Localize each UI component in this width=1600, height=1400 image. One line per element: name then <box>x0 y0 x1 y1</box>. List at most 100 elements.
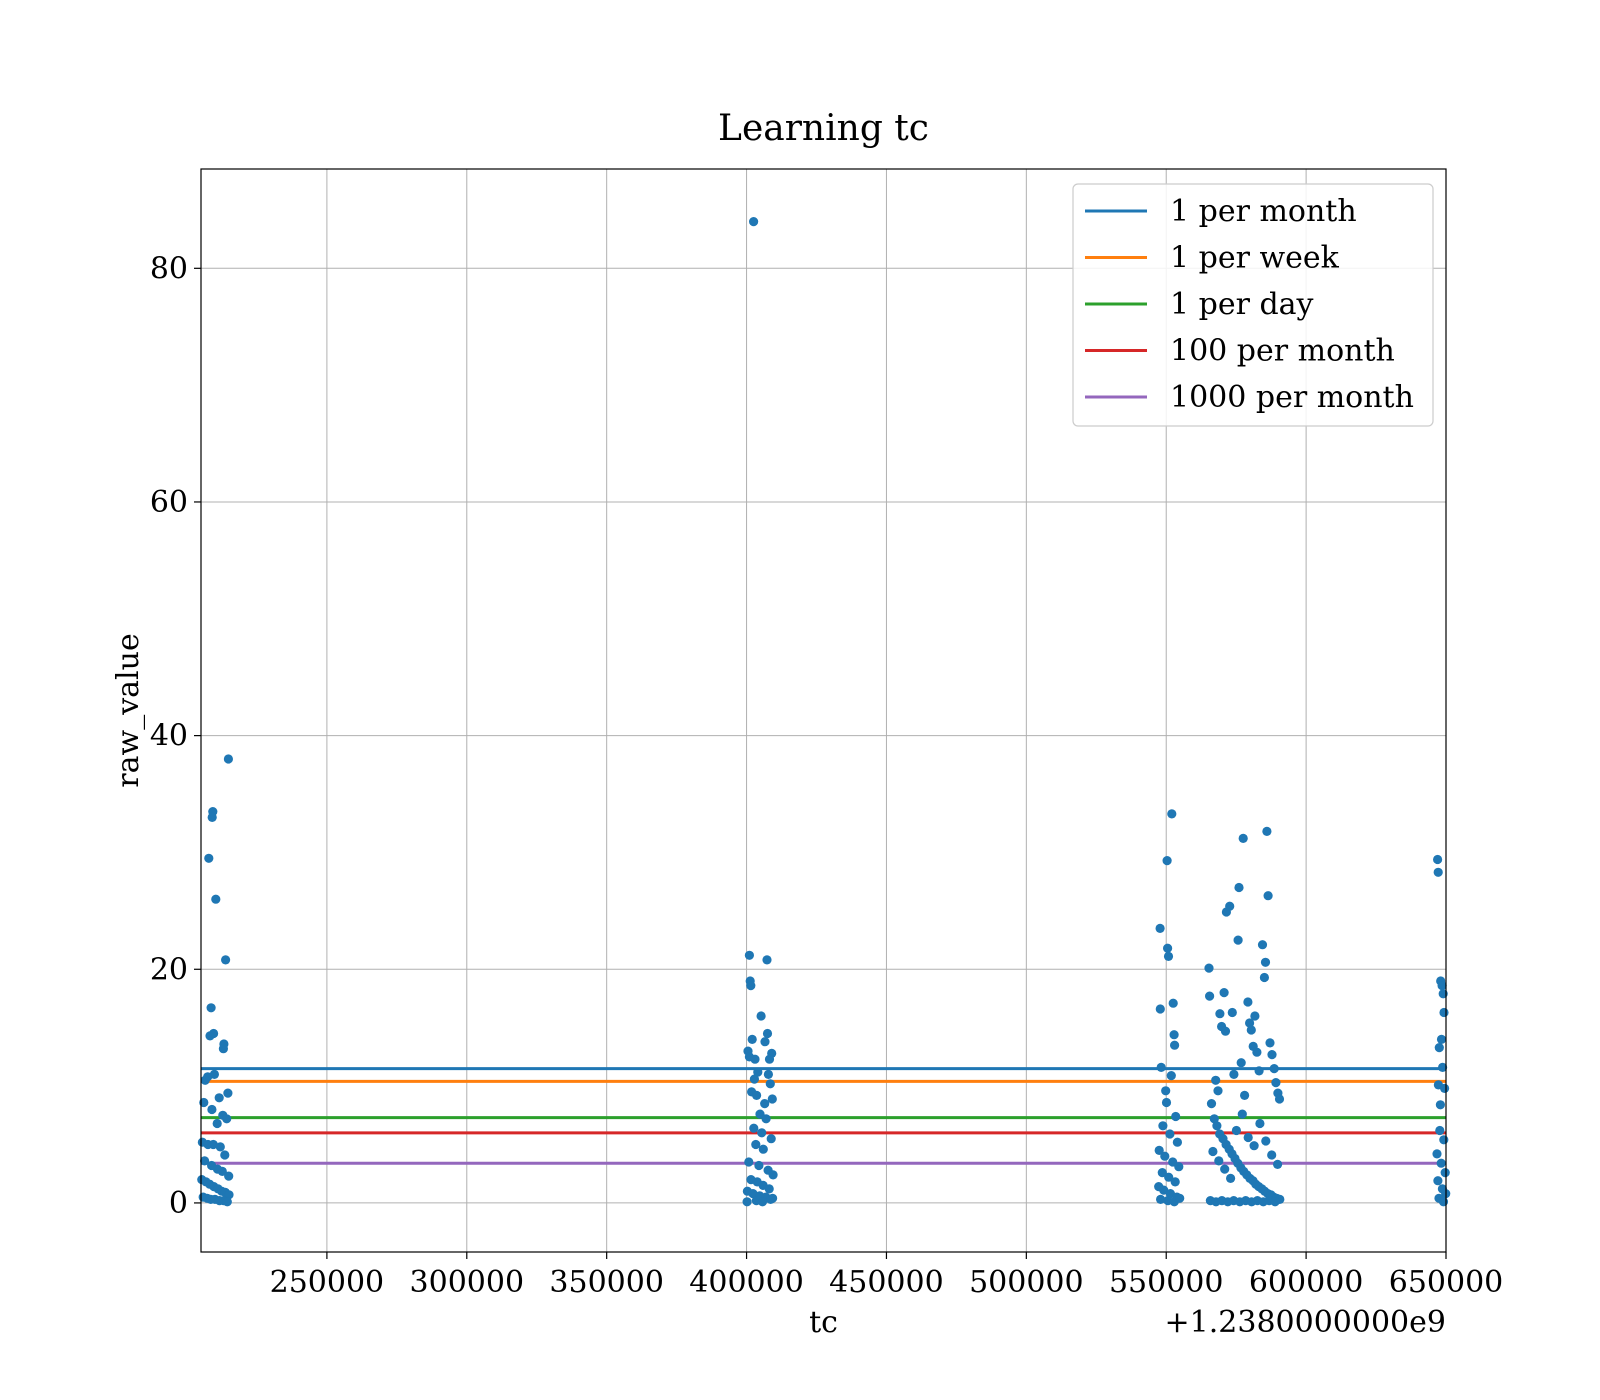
data-point <box>1234 882 1244 893</box>
data-point <box>750 1054 760 1064</box>
data-point <box>744 950 755 960</box>
data-point <box>1243 1132 1253 1143</box>
data-point <box>1160 1151 1170 1161</box>
legend-label: 100 per month <box>1170 334 1395 369</box>
y-tick-label: 60 <box>150 485 188 520</box>
data-point <box>766 1134 776 1144</box>
data-point <box>1434 1043 1444 1053</box>
data-point <box>1162 856 1172 866</box>
data-point <box>1220 1026 1231 1036</box>
data-point <box>1436 1158 1446 1168</box>
data-point <box>1209 1114 1219 1124</box>
data-point <box>752 1090 762 1100</box>
data-point <box>758 1144 768 1154</box>
data-point <box>222 1197 232 1207</box>
data-point <box>1161 1086 1171 1096</box>
data-point <box>766 1194 776 1204</box>
data-point <box>1440 1168 1450 1178</box>
data-point <box>1267 1050 1277 1060</box>
y-tick-label: 80 <box>150 251 188 286</box>
data-point <box>1262 826 1272 837</box>
data-point <box>1158 1121 1168 1131</box>
data-point <box>1433 854 1443 865</box>
data-point <box>760 1037 770 1047</box>
data-point <box>218 1044 228 1054</box>
data-point <box>1269 1064 1279 1074</box>
data-point <box>1155 1004 1165 1014</box>
x-tick-label: 400000 <box>689 1265 804 1300</box>
data-point <box>1432 1149 1442 1159</box>
data-point <box>751 1139 761 1150</box>
data-point <box>1168 998 1178 1008</box>
data-point <box>1163 951 1174 962</box>
data-point <box>206 1003 216 1013</box>
legend-box <box>1072 183 1434 427</box>
data-point <box>764 1184 774 1194</box>
legend: 1 per month 1 per week 1 per day 100 per mo… <box>1072 183 1434 427</box>
data-point <box>1436 1034 1447 1044</box>
data-point <box>208 1139 218 1150</box>
legend-label: 1 per week <box>1170 241 1340 276</box>
y-axis-ticks: 0 20 40 60 80 <box>150 251 201 1221</box>
x-axis-label: tc <box>809 1305 838 1340</box>
data-point <box>747 1034 757 1044</box>
data-point <box>763 1069 774 1079</box>
data-point <box>1435 1100 1445 1110</box>
data-point <box>1437 981 1447 991</box>
data-point <box>1220 1164 1230 1174</box>
data-point <box>1212 1121 1222 1131</box>
data-point <box>749 1074 760 1084</box>
data-point <box>742 1197 752 1207</box>
data-point <box>1155 923 1165 934</box>
data-point <box>224 1190 234 1200</box>
data-point <box>1219 988 1229 998</box>
data-point <box>222 1114 232 1124</box>
data-point <box>749 1123 759 1133</box>
data-point <box>1250 1011 1260 1021</box>
data-point <box>1169 1030 1179 1040</box>
data-point <box>1231 1125 1241 1136</box>
data-point <box>1225 901 1235 911</box>
y-tick-label: 20 <box>150 952 188 987</box>
data-point <box>1206 1099 1217 1109</box>
data-point <box>1439 1135 1449 1145</box>
data-point <box>1243 997 1253 1007</box>
data-point <box>1229 1069 1239 1079</box>
data-point <box>1267 1150 1277 1160</box>
data-point <box>212 1118 222 1129</box>
data-point <box>1172 1137 1182 1147</box>
x-tick-label: 300000 <box>410 1265 525 1300</box>
data-point <box>1163 943 1173 953</box>
data-point <box>200 1075 210 1085</box>
data-point <box>764 1054 775 1064</box>
data-point <box>1175 1193 1185 1203</box>
plot-area-frame <box>200 168 1447 1253</box>
data-point <box>1215 1009 1225 1019</box>
data-point <box>1166 1071 1176 1081</box>
x-tick-label: 500000 <box>969 1265 1084 1300</box>
data-point <box>1257 940 1268 950</box>
data-point <box>1233 935 1243 945</box>
data-point <box>1433 1176 1443 1186</box>
x-axis-ticks: 250000 300000 350000 400000 450000 500000 5500… <box>270 1252 1504 1300</box>
y-tick-label: 40 <box>150 719 188 754</box>
data-point <box>1204 963 1214 973</box>
data-point <box>1238 833 1248 844</box>
data-point <box>1154 1145 1164 1155</box>
x-tick-label: 650000 <box>1389 1265 1504 1300</box>
data-point <box>1157 1168 1167 1178</box>
data-point <box>744 1157 754 1167</box>
data-point <box>1227 1007 1237 1018</box>
data-point <box>214 1093 224 1103</box>
data-point <box>1161 1097 1172 1108</box>
data-point <box>1240 1090 1250 1100</box>
data-point <box>1170 1177 1180 1187</box>
data-point <box>221 955 231 965</box>
data-point <box>753 1067 763 1077</box>
data-point <box>1211 1075 1221 1085</box>
data-point <box>207 1104 217 1115</box>
data-point <box>217 1166 227 1176</box>
data-point <box>1274 1094 1285 1104</box>
data-point <box>224 1171 234 1181</box>
